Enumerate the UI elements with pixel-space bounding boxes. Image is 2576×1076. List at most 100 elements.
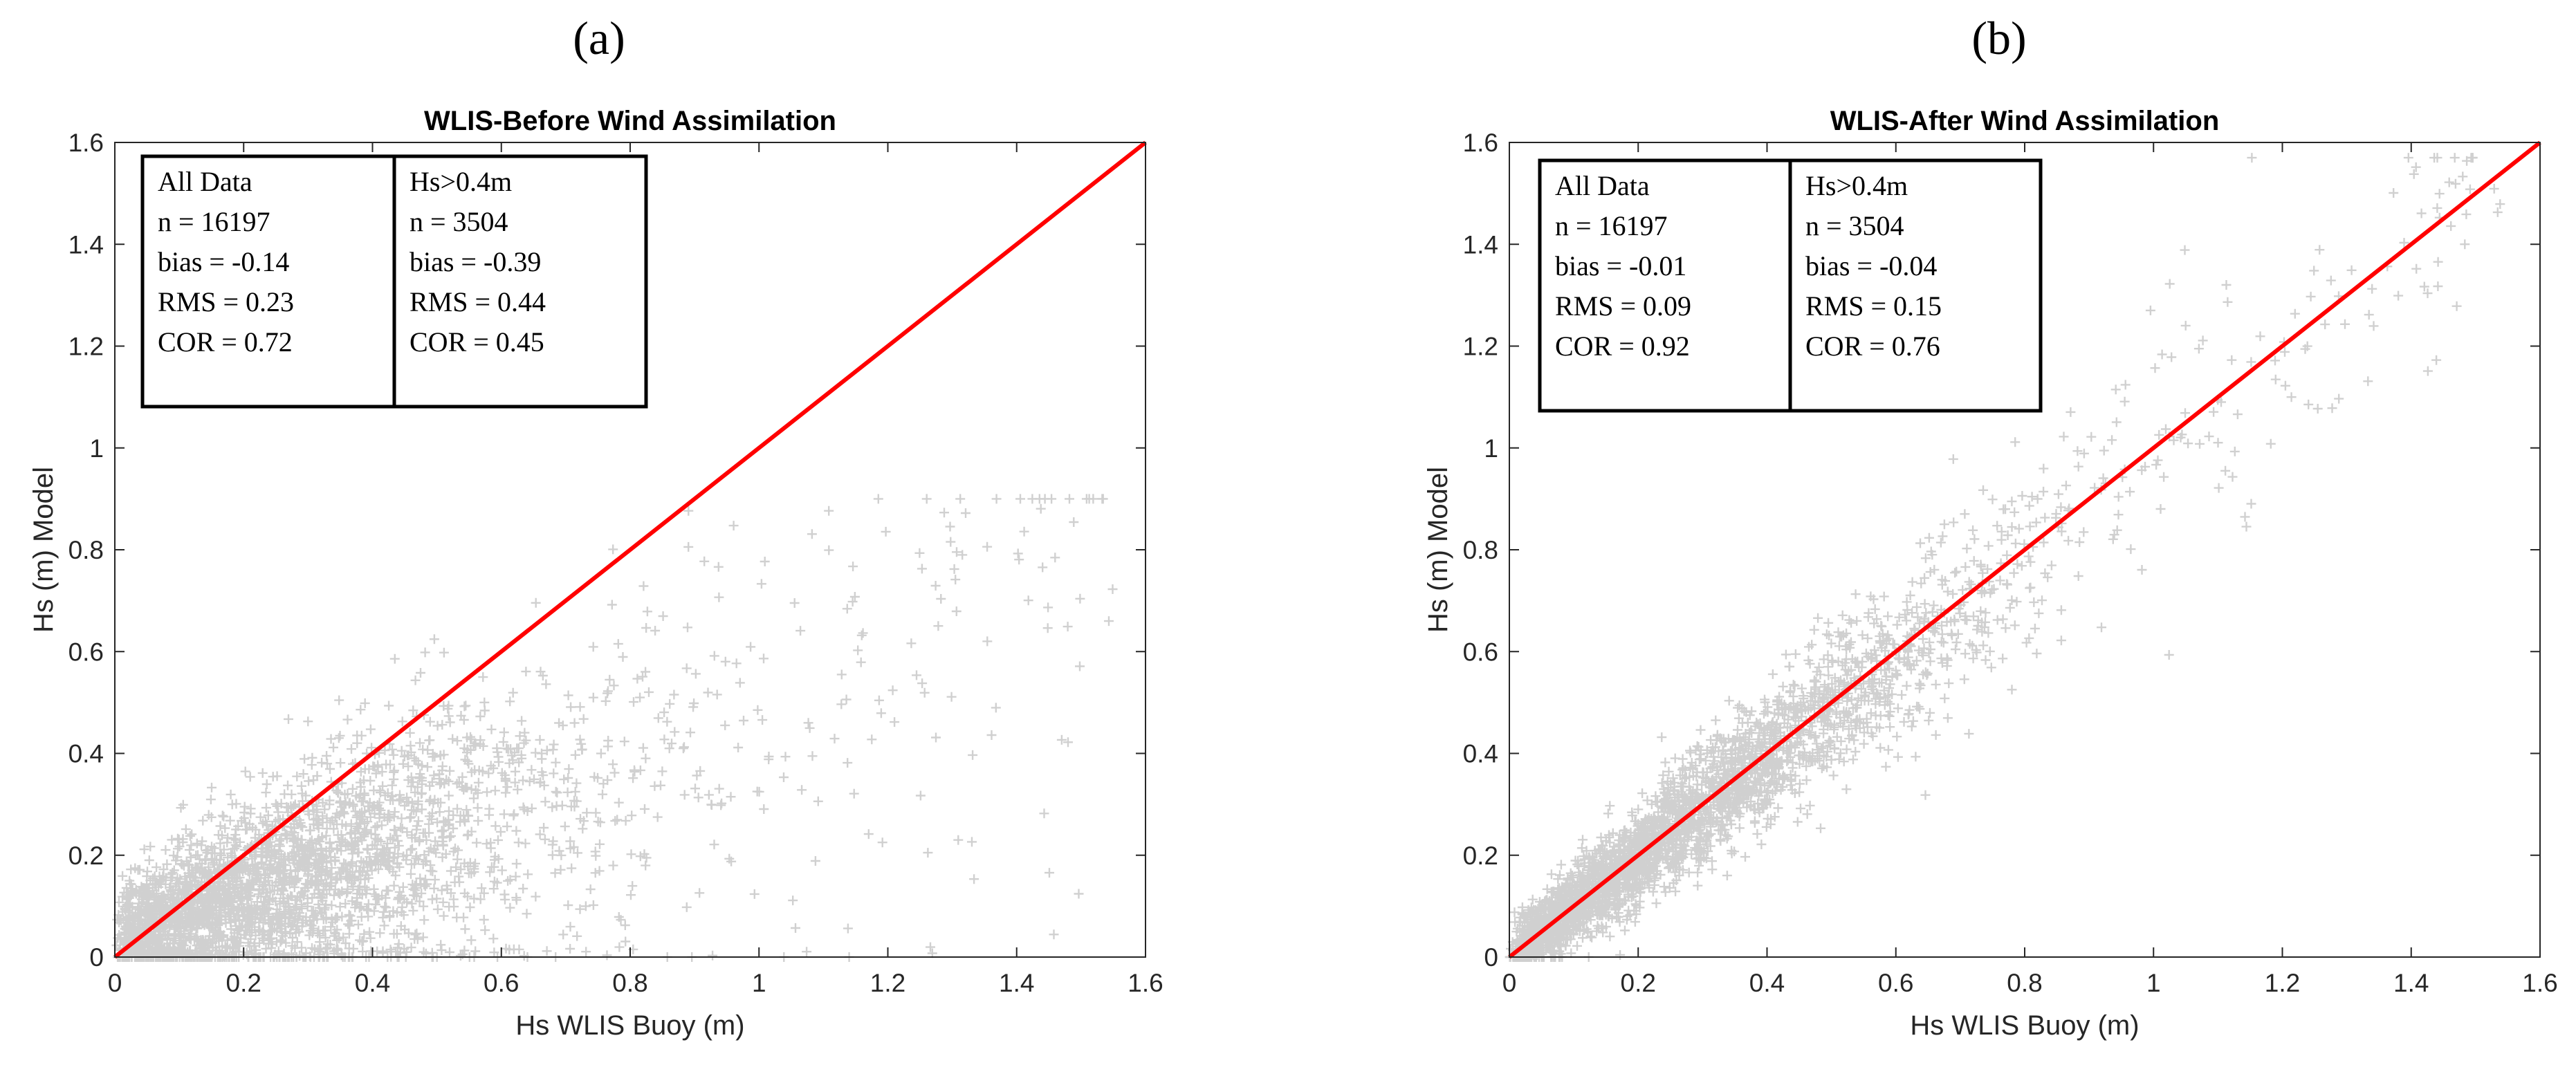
data-point (317, 907, 327, 917)
data-point (881, 526, 891, 537)
data-point (2027, 492, 2037, 502)
y-tick-label: 0.4 (68, 740, 104, 768)
data-point (430, 875, 440, 885)
data-point (603, 736, 614, 745)
data-point (1915, 618, 1924, 629)
data-point (1023, 595, 1033, 606)
y-axis-label: Hs (m) Model (28, 467, 59, 633)
data-point (276, 834, 286, 844)
data-point (614, 942, 625, 952)
data-point (836, 669, 847, 680)
data-point (225, 815, 235, 826)
data-point (505, 875, 515, 885)
data-point (2433, 281, 2443, 291)
data-point (419, 915, 430, 925)
data-point (486, 862, 497, 872)
data-point (1987, 494, 1998, 505)
data-point (681, 902, 692, 912)
data-point (709, 840, 719, 850)
data-point (877, 837, 887, 848)
data-point (2246, 357, 2256, 367)
data-point (1964, 729, 1974, 739)
data-point (591, 851, 601, 861)
data-point (1980, 655, 1991, 665)
data-point (380, 902, 390, 911)
data-point (2432, 203, 2442, 213)
y-tick-label: 0.2 (68, 842, 104, 870)
data-point (2416, 208, 2427, 219)
data-point (505, 696, 515, 707)
data-point (802, 947, 812, 957)
data-point (215, 838, 226, 848)
data-point (531, 891, 541, 902)
data-point (856, 657, 866, 667)
data-point (699, 556, 710, 566)
data-point (1986, 662, 1996, 673)
data-point (167, 867, 178, 878)
data-point (418, 947, 429, 957)
data-point (445, 866, 456, 876)
data-point (360, 790, 370, 800)
data-point (1976, 606, 1986, 616)
data-point (641, 667, 651, 677)
stats-hs-subset-line: Hs>0.4m (410, 166, 512, 197)
data-point (917, 564, 927, 574)
data-point (1620, 925, 1630, 936)
data-point (2110, 384, 2121, 395)
data-point (2241, 521, 2252, 532)
data-point (669, 689, 679, 700)
data-point (2039, 486, 2049, 497)
data-point (1924, 715, 1934, 725)
data-point (508, 810, 519, 821)
data-point (473, 777, 484, 788)
data-point (201, 846, 211, 855)
data-point (540, 797, 551, 807)
data-point (2010, 437, 2021, 447)
data-point (1546, 869, 1556, 880)
data-point (432, 721, 443, 731)
data-point (575, 702, 585, 712)
data-point (396, 822, 406, 833)
data-point (185, 845, 194, 855)
data-point (2137, 565, 2147, 575)
data-point (842, 604, 852, 614)
data-point (468, 793, 479, 804)
data-point (591, 808, 601, 818)
data-point (1684, 867, 1694, 878)
data-point (608, 860, 618, 871)
data-point (2434, 189, 2445, 199)
data-point (374, 864, 383, 874)
data-point (1931, 679, 1941, 689)
data-point (1919, 643, 1929, 653)
data-point (863, 829, 874, 840)
data-point (759, 804, 769, 814)
data-point (953, 835, 964, 845)
data-point (1045, 868, 1054, 878)
data-point (2111, 417, 2122, 427)
data-point (683, 541, 694, 552)
data-point (578, 824, 588, 834)
data-point (290, 943, 300, 953)
data-point (955, 494, 966, 504)
data-point (2053, 489, 2063, 499)
data-point (2422, 366, 2433, 376)
data-point (2113, 492, 2124, 502)
data-point (403, 761, 414, 772)
data-point (1039, 808, 1049, 819)
data-point (479, 915, 489, 925)
data-point (449, 902, 459, 912)
data-point (714, 592, 724, 602)
data-point (1707, 864, 1718, 875)
data-point (408, 777, 418, 787)
data-point (565, 922, 576, 932)
data-point (1063, 737, 1073, 748)
data-point (2029, 597, 2039, 607)
stats-hs-subset-line: bias = -0.39 (410, 246, 541, 277)
data-point (511, 826, 522, 836)
data-point (381, 885, 392, 896)
data-point (876, 708, 886, 718)
data-point (1074, 889, 1084, 899)
data-point (488, 934, 499, 944)
data-point (443, 703, 453, 714)
data-point (445, 717, 455, 727)
